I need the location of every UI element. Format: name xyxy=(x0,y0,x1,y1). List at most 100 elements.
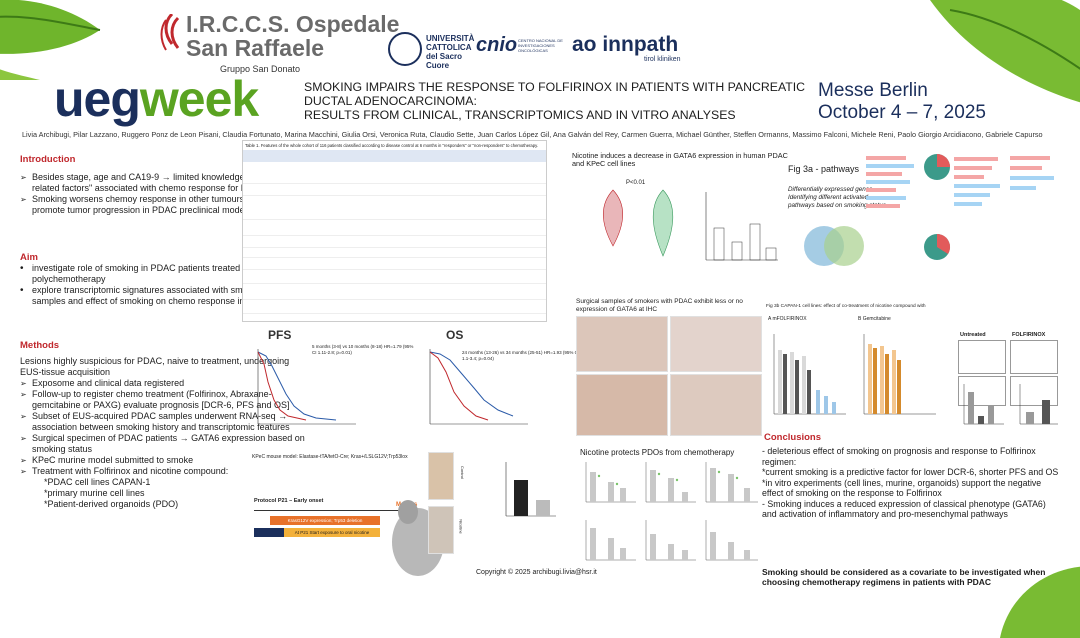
conclusion-line: *in vitro experiments (cell lines, murin… xyxy=(762,477,1042,499)
kpec-title: KPeC mouse model: Elastase-tTA/tetO-Cre;… xyxy=(252,454,408,460)
methods-bullet: Exposome and clinical data registered xyxy=(20,378,310,389)
pfs-note: 5 months (3-8) vs 10 months (8-18) HR=1.… xyxy=(312,344,416,355)
methods-bullet: Surgical specimen of PDAC patients → GAT… xyxy=(20,433,310,455)
pathway-list-1 xyxy=(866,152,926,262)
methods-intro: Lesions highly suspicious for PDAC, naiv… xyxy=(20,356,290,377)
hospital-logo-icon xyxy=(160,12,182,54)
aim-bullet: investigate role of smoking in PDAC pati… xyxy=(20,263,310,285)
fig3a-description: Differentially expressed genes Identifyi… xyxy=(788,186,887,209)
well-folfirinox-control xyxy=(1010,340,1058,374)
pathway-list-3 xyxy=(1010,150,1060,260)
fig3a-title: Fig 3a - pathways xyxy=(788,164,860,174)
methods-section: Methods Lesions highly suspicious for PD… xyxy=(20,340,310,510)
ihc-image-d xyxy=(670,374,762,436)
pie-chart-icon xyxy=(924,154,950,180)
conclusion-line: - Smoking induces a reduced expression o… xyxy=(762,498,1046,520)
leaf-decoration-icon xyxy=(930,0,1080,103)
control-side-label: Control xyxy=(459,466,465,479)
title-line: DUCTAL ADENOCARCINOMA: xyxy=(304,94,477,108)
pie-chart-icon xyxy=(924,233,951,260)
title-line: RESULTS FROM CLINICAL, TRANSCRIPTOMICS A… xyxy=(304,108,736,122)
methods-heading: Methods xyxy=(20,340,60,351)
gemcitabine-bar-chart xyxy=(863,334,936,415)
table-body xyxy=(243,162,546,314)
hospital-subtitle: Gruppo San Donato xyxy=(220,64,301,74)
introduction-heading: Introduction xyxy=(20,154,76,165)
gata6-panel-title: Nicotine induces a decrease in GATA6 exp… xyxy=(572,151,788,168)
kpec-scatter-plot xyxy=(705,192,778,261)
leaf-decoration-icon xyxy=(0,0,101,80)
copyright: Copyright © 2025 archibugi.livia@hsr.it xyxy=(476,569,597,576)
conclusion-line: *current smoking is a predictive factor … xyxy=(762,467,1059,477)
event-info: Messe Berlin October 4 – 7, 2025 xyxy=(818,80,986,124)
author-list: Livia Archibugi, Pilar Lazzano, Ruggero … xyxy=(22,130,1043,139)
nicotine-bar: At P21 Start exposure to oral nicotine xyxy=(284,528,380,537)
folfirinox-label: FOLFIRINOX xyxy=(1012,332,1046,338)
ihc-image-c xyxy=(576,374,668,436)
hospital-logo: I.R.C.C.S. Ospedale San Raffaele Gruppo … xyxy=(186,12,399,74)
table-header xyxy=(243,150,546,162)
violin-plot xyxy=(602,189,674,257)
ihc-image-b xyxy=(670,316,762,372)
os-note: 24 months (13-26) vs 34 months (25-51) H… xyxy=(462,350,586,361)
protocol-label: Protocol P21 – Early onset xyxy=(254,498,324,504)
methods-bullet: Subset of EUS-acquired PDAC samples unde… xyxy=(20,411,310,433)
capan-a-label: A mFOLFIRINOX xyxy=(768,316,807,322)
pfs-title: PFS xyxy=(268,328,292,342)
nicotine-side-label: Nicotine xyxy=(458,519,464,534)
event-dates: October 4 – 7, 2025 xyxy=(818,102,986,123)
methods-bullet: Treatment with Folfirinox and nicotine c… xyxy=(20,466,310,477)
untreated-label: Untreated xyxy=(960,332,986,338)
ihc-image-a xyxy=(576,316,668,372)
conclusions-heading: Conclusions xyxy=(764,432,822,443)
leaf-decoration-icon xyxy=(1000,566,1080,638)
pdo-bar-charts xyxy=(585,462,758,561)
aim-section: Aim investigate role of smoking in PDAC … xyxy=(20,252,310,307)
colony-bar-charts xyxy=(963,384,1058,425)
methods-bullet: KPeC murine model submitted to smoke xyxy=(20,455,310,466)
ihc-nicotine-image xyxy=(428,506,454,554)
pfs-panel: PFS 5 months (3-8) vs 10 months (8-18) H… xyxy=(246,328,416,433)
ueg-week-logo: uegweek xyxy=(54,70,259,128)
os-panel: OS 24 months (13-26) vs 34 months (25-51… xyxy=(418,328,586,433)
dox-bar: KrasG12V expression; Trp53 deletion xyxy=(270,516,380,525)
introduction-section: Introduction Besides stage, age and CA19… xyxy=(20,154,310,216)
conclusion-line: - deleterious effect of smoking on progn… xyxy=(762,446,1036,467)
os-title: OS xyxy=(446,328,464,342)
os-km-curve xyxy=(429,349,528,425)
capan-b-label: B Gemcitabine xyxy=(858,316,891,322)
cohort-table: Table 1. Features of the whole cohort of… xyxy=(242,140,547,322)
cattolica-seal-icon xyxy=(388,32,422,66)
pathway-list-2 xyxy=(954,152,1014,262)
venn-diagram xyxy=(804,226,864,266)
methods-bullet: Follow-up to register chemo treatment (F… xyxy=(20,389,310,411)
hospital-name-line2: San Raffaele xyxy=(186,35,325,61)
final-statement: Smoking should be considered as a covari… xyxy=(762,567,1046,587)
table-caption: Table 1. Features of the whole cohort of… xyxy=(245,143,539,148)
well-untreated-control xyxy=(958,340,1006,374)
methods-subitem: *PDAC cell lines CAPAN-1 xyxy=(44,477,151,487)
hospital-name-line1: I.R.C.C.S. Ospedale xyxy=(186,11,400,37)
title-line: SMOKING IMPAIRS THE RESPONSE TO FOLFIRIN… xyxy=(304,80,806,94)
pdo-title: Nicotine protects PDOs from chemotherapy xyxy=(580,448,735,457)
folfirinox-bar-chart xyxy=(773,334,846,415)
pfs-km-curve xyxy=(257,349,356,425)
capan-title: Fig 3b CAPAN-1 cell lines: effect of co-… xyxy=(766,304,926,309)
gata6-bar-chart xyxy=(505,462,556,517)
poster-title: SMOKING IMPAIRS THE RESPONSE TO FOLFIRIN… xyxy=(304,80,814,122)
conclusions-body: - deleterious effect of smoking on progn… xyxy=(762,446,1062,520)
intro-bullet: Smoking worsens chemoy response in other… xyxy=(20,194,310,216)
ihc-control-image xyxy=(428,452,454,500)
ueg-text: ueg xyxy=(54,71,141,127)
cnio-logo: cnio xyxy=(476,34,518,56)
well-untreated-nicotine xyxy=(958,376,1006,406)
dox-block xyxy=(254,528,284,537)
innpath-logo-subtitle: tirol kliniken xyxy=(644,56,681,63)
intro-bullet: Besides stage, age and CA19-9 → limited … xyxy=(20,172,310,194)
cattolica-logo-text: UNIVERSITÀ CATTOLICA del Sacro Cuore xyxy=(426,34,475,70)
timeline-axis xyxy=(254,510,414,511)
event-venue: Messe Berlin xyxy=(818,80,928,101)
week-text: week xyxy=(139,71,259,127)
methods-subitem: *Patient-derived organoids (PDO) xyxy=(44,499,179,509)
innpath-logo: ao innpath xyxy=(572,33,679,56)
